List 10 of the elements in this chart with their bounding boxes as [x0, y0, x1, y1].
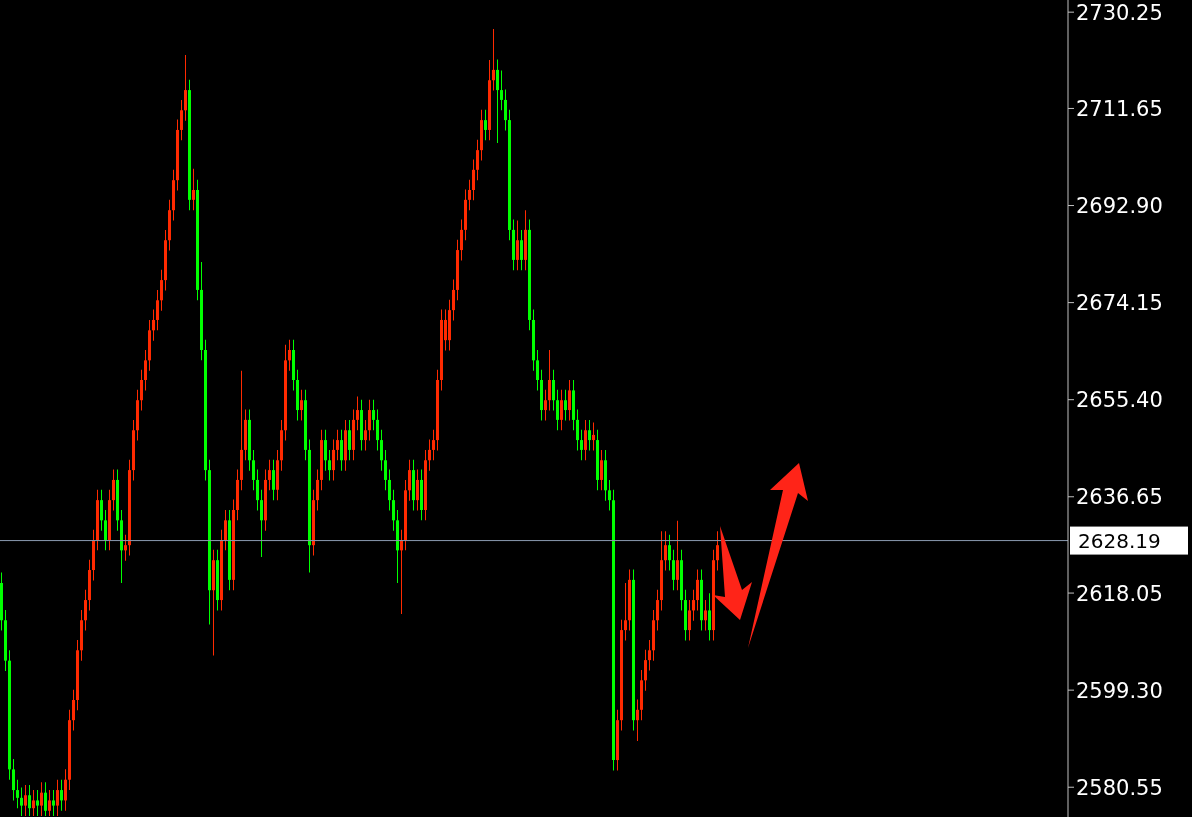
y-tick-label: 2692.90: [1076, 194, 1163, 218]
y-tick-label: 2618.05: [1076, 581, 1163, 606]
y-tick-label: 2655.40: [1076, 388, 1163, 413]
y-tick-label: 2636.65: [1076, 485, 1163, 510]
y-tick-label: 2730.25: [1076, 0, 1163, 25]
y-tick-label: 2599.30: [1076, 678, 1163, 703]
y-tick-label: 2674.15: [1076, 291, 1163, 316]
ref-line-label: 2628.19: [1078, 528, 1161, 553]
y-tick-label: 2580.55: [1076, 775, 1163, 800]
y-tick-label: 2711.65: [1076, 96, 1163, 121]
